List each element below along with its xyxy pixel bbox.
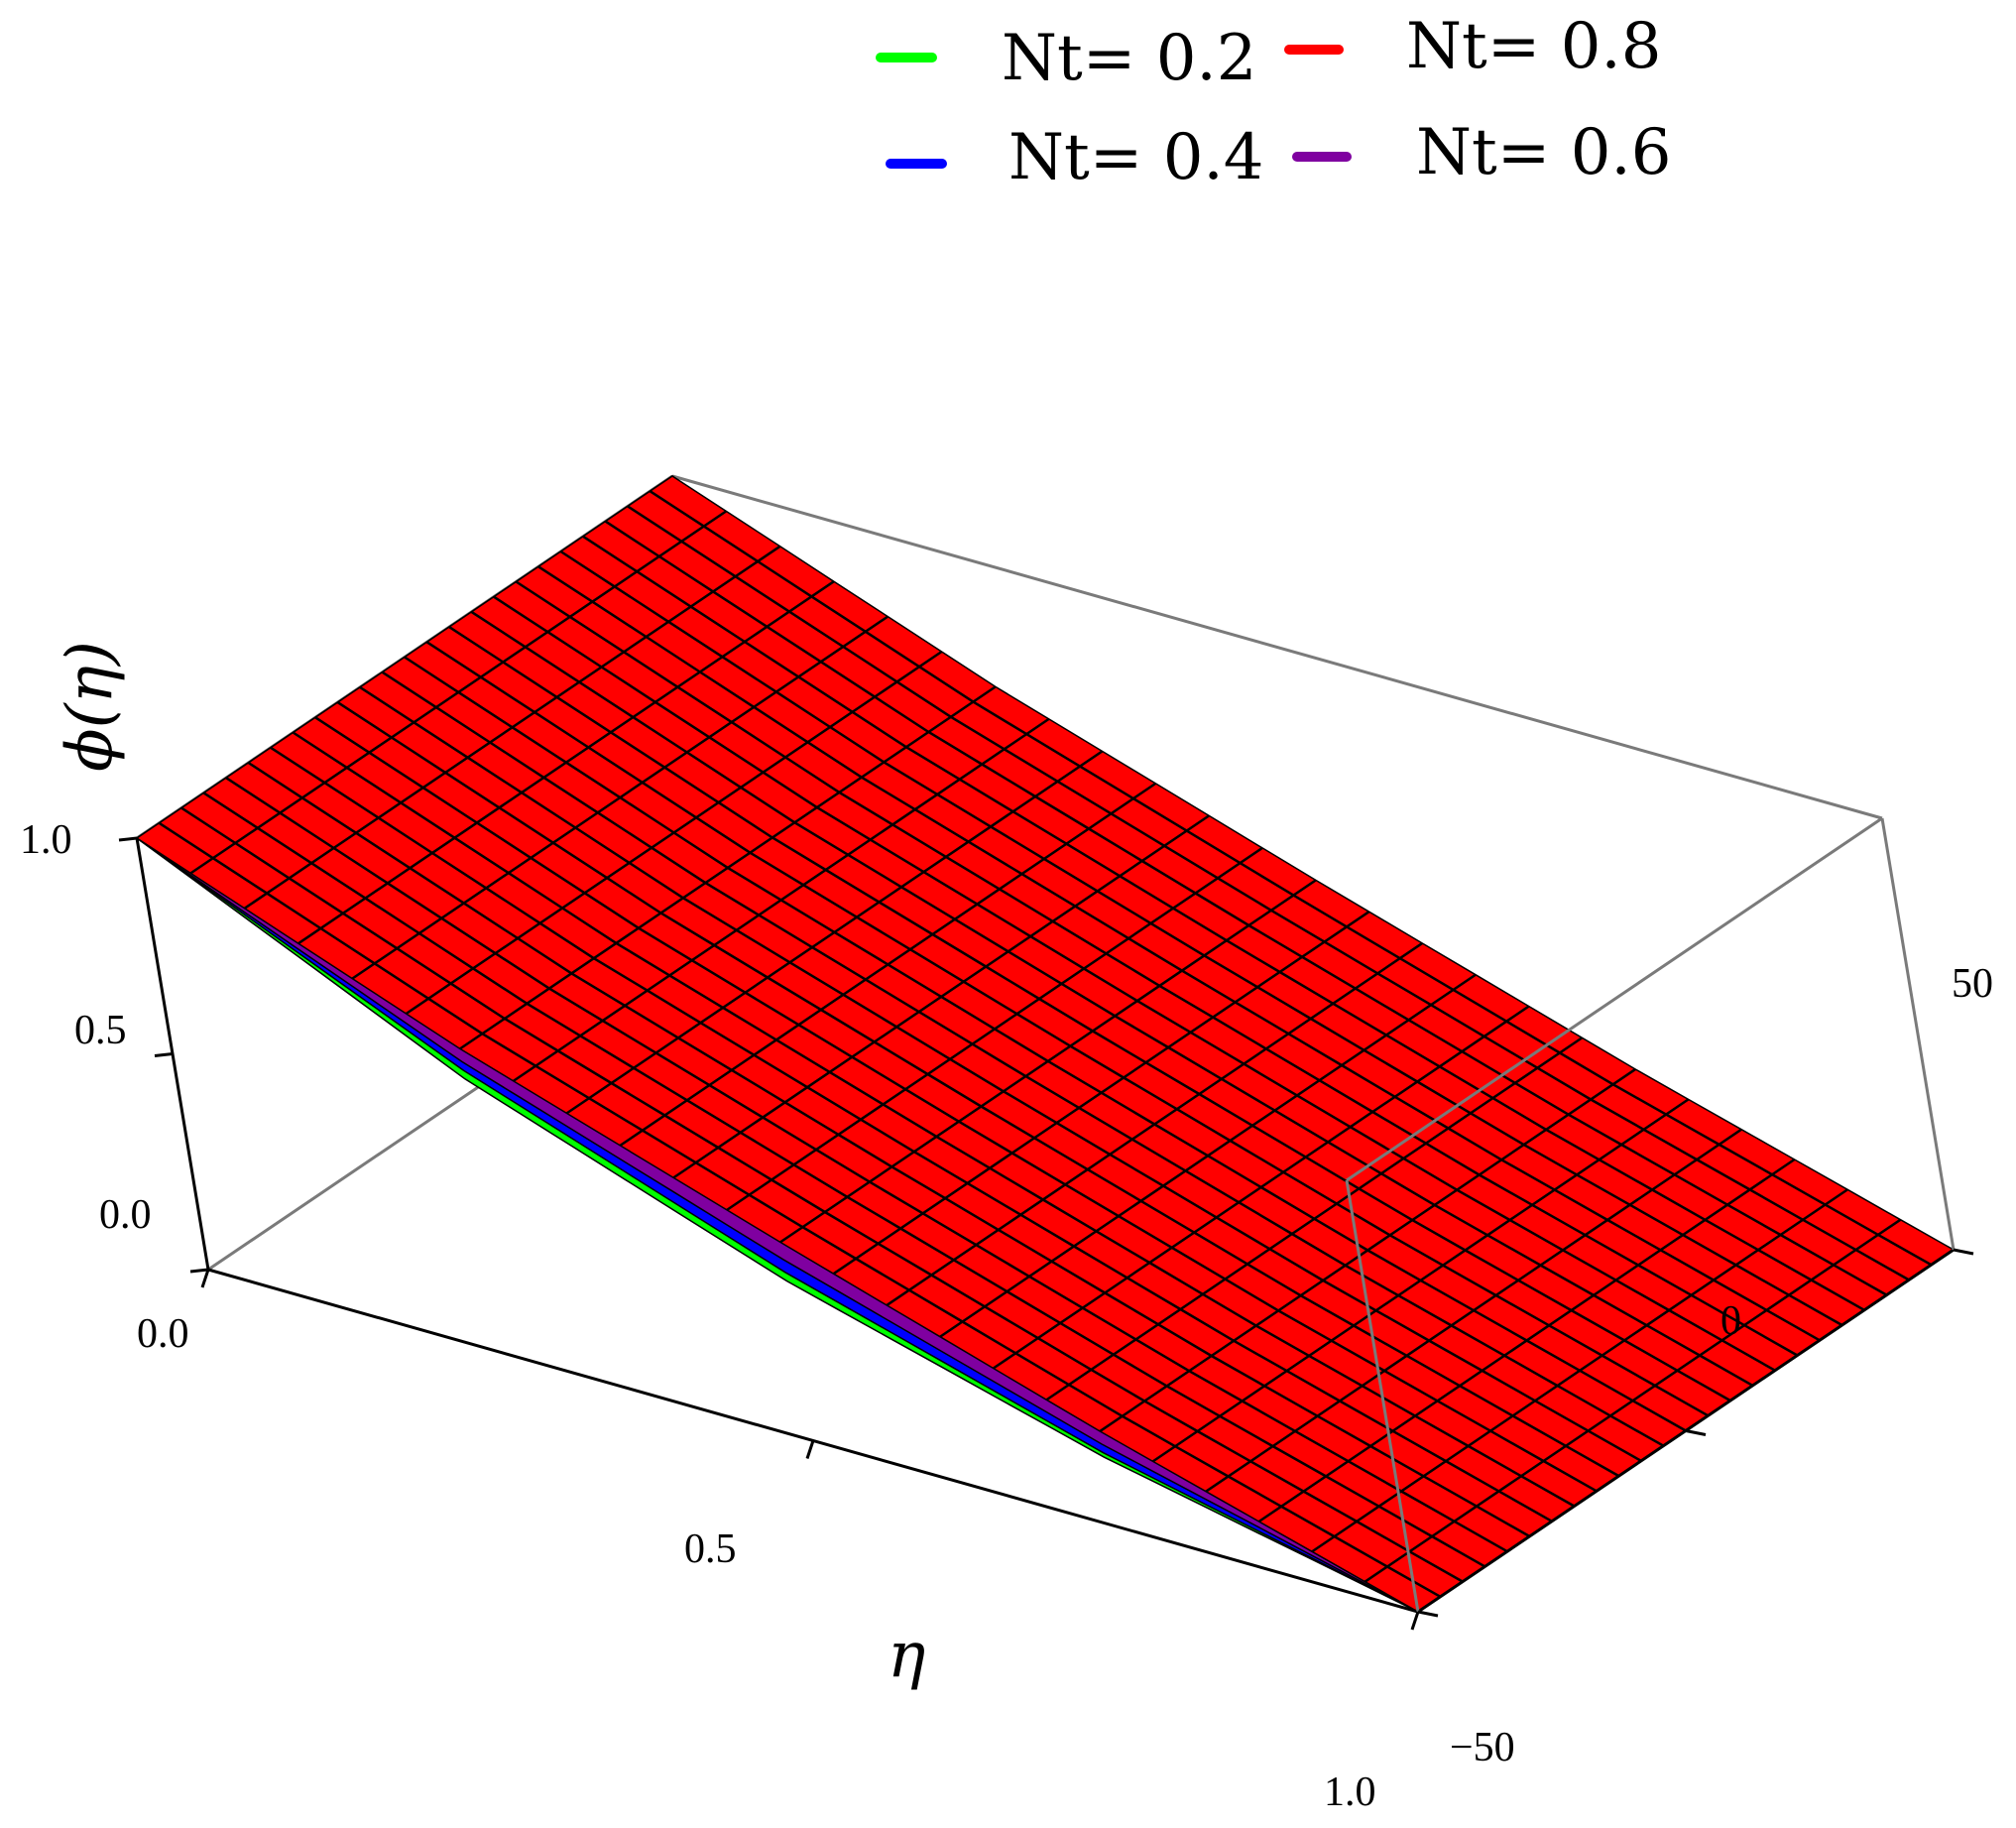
mesh-line-second-axis xyxy=(515,580,1799,1357)
z-tick-mark xyxy=(118,836,138,842)
y-tick-mark xyxy=(1953,1248,1974,1256)
y-tick-label-0: 0 xyxy=(1720,1298,1741,1344)
y-tick-label-50: 50 xyxy=(1952,961,1993,1007)
mesh-line-second-axis xyxy=(425,641,1710,1417)
mesh-line-second-axis xyxy=(627,505,1910,1281)
z-tick-label-0-0: 0.0 xyxy=(99,1192,152,1238)
z-tick-mark xyxy=(189,1268,209,1274)
x-tick-label-0-5: 0.5 xyxy=(684,1526,737,1572)
mesh-line-second-axis xyxy=(537,565,1821,1342)
mesh-line-second-axis xyxy=(292,731,1576,1508)
legend-label-nt-0-2: Nt= 0.2 xyxy=(1002,22,1256,95)
mesh-line-second-axis xyxy=(470,610,1754,1387)
mesh-line-second-axis xyxy=(582,535,1865,1311)
box-edge-back-top xyxy=(671,474,1883,820)
surface-layers xyxy=(135,475,1956,1613)
mesh-line-second-axis xyxy=(559,549,1843,1327)
y-tick-mark xyxy=(1417,1610,1439,1618)
mesh-line-second-axis xyxy=(336,701,1620,1478)
box-edge-top-right xyxy=(1346,816,1883,1182)
x-tick-mark xyxy=(1410,1611,1420,1631)
box-edge-back-right-vertical xyxy=(1880,817,1956,1251)
x-tick-mark xyxy=(805,1440,815,1459)
mesh-line-second-axis xyxy=(180,806,1464,1583)
mesh-line-second-axis xyxy=(158,821,1442,1598)
legend-label-nt-0-6: Nt= 0.6 xyxy=(1416,116,1671,189)
mesh-line-second-axis xyxy=(649,490,1933,1267)
mesh-line-second-axis xyxy=(604,520,1888,1296)
mesh-line-second-axis xyxy=(404,656,1687,1432)
mesh-line-second-axis xyxy=(448,626,1731,1402)
z-tick-label-0-5: 0.5 xyxy=(74,1008,127,1053)
box-edge-front-right-vertical xyxy=(1345,1179,1420,1613)
surface-nt-0-8 xyxy=(135,475,1956,1613)
x-tick-mark xyxy=(200,1269,210,1288)
z-axis-label: ϕ(η) xyxy=(54,641,127,772)
x-tick-label-1-0: 1.0 xyxy=(1324,1769,1376,1815)
axis-ticks xyxy=(118,836,1974,1631)
legend-label-nt-0-8: Nt= 0.8 xyxy=(1406,10,1661,83)
legend: Nt= 0.2 Nt= 0.8 Nt= 0.4 Nt= 0.6 xyxy=(876,10,1671,194)
mesh-line-second-axis xyxy=(314,716,1598,1493)
mesh-line-second-axis xyxy=(225,777,1508,1553)
mesh-line-second-axis xyxy=(359,685,1642,1462)
surface-patch xyxy=(135,475,1956,1613)
mesh-line-second-axis xyxy=(381,670,1665,1447)
z-tick-label-1-0: 1.0 xyxy=(20,817,72,863)
x-axis-label: η xyxy=(888,1619,925,1692)
mesh-line-second-axis xyxy=(270,746,1553,1523)
mesh-line-second-axis xyxy=(202,792,1486,1568)
z-tick-mark xyxy=(154,1052,174,1057)
x-tick-label-0-0: 0.0 xyxy=(137,1311,189,1357)
y-tick-mark xyxy=(1685,1429,1707,1436)
mesh-line-second-axis xyxy=(247,761,1531,1538)
y-tick-label-minus-50: −50 xyxy=(1450,1725,1515,1770)
legend-label-nt-0-4: Nt= 0.4 xyxy=(1008,121,1263,194)
mesh-line-second-axis xyxy=(493,595,1776,1372)
